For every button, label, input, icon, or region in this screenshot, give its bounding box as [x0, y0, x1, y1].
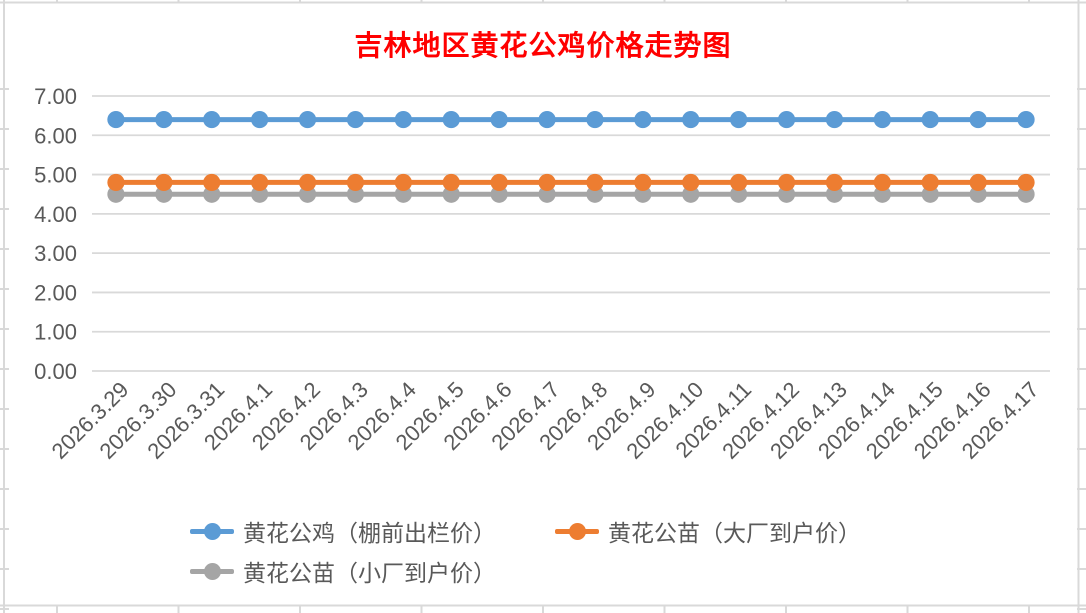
- legend-item-series-2: 黄花公苗（小厂到户价）: [190, 554, 555, 588]
- legend-label-series-1: 黄花公苗（大厂到户价）: [608, 520, 861, 546]
- data-point-marker: [730, 110, 748, 129]
- data-point-marker: [586, 173, 604, 192]
- data-point-marker: [682, 173, 700, 192]
- data-point-marker: [969, 173, 987, 192]
- data-point-marker: [777, 173, 796, 192]
- y-axis-label: 4.00: [34, 202, 77, 227]
- data-point-marker: [155, 173, 173, 192]
- y-axis-label: 1.00: [34, 320, 77, 345]
- data-point-marker: [586, 110, 604, 129]
- data-point-marker: [490, 173, 508, 192]
- data-point-marker: [490, 185, 508, 203]
- legend-dot-swatch: [203, 562, 221, 580]
- data-point-marker: [490, 110, 508, 129]
- y-axis-label: 2.00: [34, 280, 77, 305]
- y-axis-label: 0.00: [34, 359, 77, 384]
- data-point-marker: [921, 110, 939, 129]
- data-point-marker: [394, 185, 412, 203]
- data-point-marker: [730, 185, 748, 203]
- data-point-marker: [538, 110, 556, 129]
- data-point-marker: [394, 173, 412, 192]
- data-point-marker: [346, 185, 365, 203]
- data-point-marker: [298, 185, 317, 203]
- data-point-marker: [634, 173, 652, 192]
- data-point-marker: [730, 173, 748, 192]
- data-point-marker: [1017, 185, 1035, 203]
- legend-label-series-2: 黄花公苗（小厂到户价）: [243, 560, 496, 586]
- legend-dot-swatch: [568, 522, 586, 540]
- data-point-marker: [251, 185, 269, 203]
- data-point-marker: [825, 185, 844, 203]
- y-axis-label: 6.00: [34, 123, 77, 148]
- data-point-marker: [825, 110, 844, 129]
- data-point-marker: [251, 110, 269, 129]
- data-point-marker: [346, 173, 365, 192]
- data-point-marker: [298, 173, 317, 192]
- data-point-marker: [873, 110, 891, 129]
- data-point-marker: [394, 110, 412, 129]
- line-dot-marker-icon: [190, 562, 234, 580]
- y-axis-label: 5.00: [34, 163, 77, 188]
- data-point-marker: [155, 185, 173, 203]
- data-point-marker: [346, 110, 365, 129]
- data-point-marker: [107, 173, 125, 192]
- y-axis-label: 7.00: [34, 84, 77, 109]
- data-point-marker: [873, 173, 891, 192]
- data-point-marker: [155, 110, 173, 129]
- data-point-marker: [921, 185, 939, 203]
- data-point-marker: [203, 173, 221, 192]
- data-point-marker: [825, 173, 844, 192]
- data-point-marker: [777, 185, 796, 203]
- data-point-marker: [921, 173, 939, 192]
- data-point-marker: [442, 110, 460, 129]
- legend-dot-swatch: [203, 522, 221, 540]
- legend-item-series-1: 黄花公苗（大厂到户价）: [555, 514, 920, 548]
- line-dot-marker-icon: [555, 522, 599, 540]
- legend-item-series-0: 黄花公鸡（棚前出栏价）: [190, 514, 555, 548]
- data-point-marker: [1017, 110, 1035, 129]
- legend-row-2: 黄花公苗（小厂到户价）: [190, 551, 920, 591]
- data-point-marker: [873, 185, 891, 203]
- line-dot-marker-icon: [190, 522, 234, 540]
- data-point-marker: [538, 173, 556, 192]
- data-point-marker: [251, 173, 269, 192]
- data-point-marker: [682, 185, 700, 203]
- chart-title: 吉林地区黄花公鸡价格走势图: [354, 29, 732, 62]
- data-point-marker: [107, 110, 125, 129]
- legend-label-series-0: 黄花公鸡（棚前出栏价）: [243, 520, 496, 546]
- data-point-marker: [1017, 173, 1035, 192]
- data-point-marker: [203, 110, 221, 129]
- data-point-marker: [634, 185, 652, 203]
- data-point-marker: [107, 185, 125, 203]
- data-point-marker: [682, 110, 700, 129]
- data-point-marker: [969, 185, 987, 203]
- data-point-marker: [538, 185, 556, 203]
- chart-legend: 黄花公鸡（棚前出栏价） 黄花公苗（大厂到户价） 黄花公苗（小厂到户价）: [190, 511, 920, 591]
- data-point-marker: [586, 185, 604, 203]
- data-point-marker: [634, 110, 652, 129]
- y-axis-label: 3.00: [34, 241, 77, 266]
- data-point-marker: [969, 110, 987, 129]
- data-point-marker: [777, 110, 796, 129]
- data-point-marker: [442, 173, 460, 192]
- data-point-marker: [442, 185, 460, 203]
- data-point-marker: [298, 110, 317, 129]
- data-point-marker: [203, 185, 221, 203]
- legend-row-1: 黄花公鸡（棚前出栏价） 黄花公苗（大厂到户价）: [190, 511, 920, 551]
